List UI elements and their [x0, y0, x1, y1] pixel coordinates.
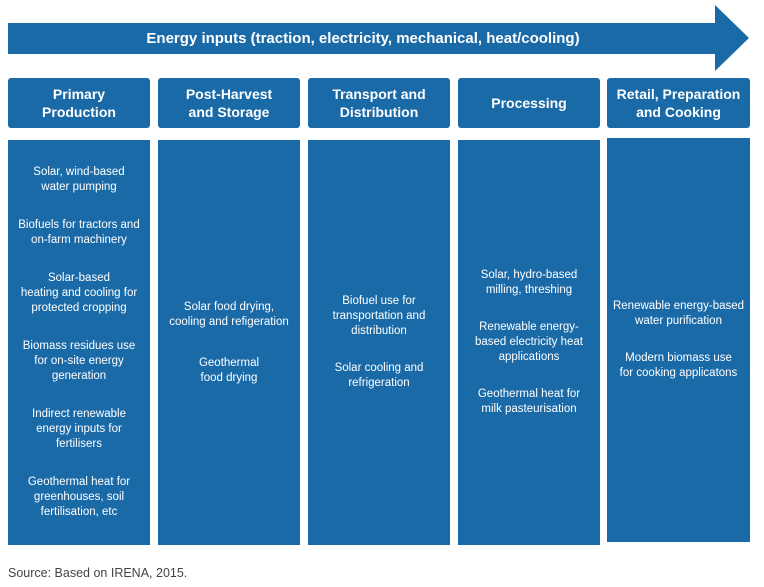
stage-body-post-harvest: Solar food drying, cooling and refigerat… [158, 140, 300, 545]
stage-header-processing: Processing [458, 78, 600, 128]
stage-item: Biomass residues use for on-site energy … [22, 340, 136, 382]
stage-item: Solar-based heating and cooling for prot… [20, 272, 138, 314]
stage-item: Biofuel use for transportation and distr… [332, 295, 426, 337]
stage-body-primary-production: Solar, wind-based water pumping Biofuels… [8, 140, 150, 545]
energy-inputs-arrow: Energy inputs (traction, electricity, me… [8, 5, 749, 72]
stage-body-processing: Solar, hydro-based milling, threshing Re… [458, 140, 600, 545]
stage-item: Renewable energy-based water purificatio… [612, 300, 745, 327]
stage-body-retail: Renewable energy-based water purificatio… [607, 138, 750, 542]
stage-item: Geothermal heat for milk pasteurisation [477, 388, 581, 415]
stage-item: Solar cooling and refrigeration [334, 362, 424, 389]
arrow-shape [8, 5, 749, 71]
stage-item: Solar food drying, cooling and refigerat… [169, 300, 289, 328]
source-note: Source: Based on IRENA, 2015. [8, 566, 188, 580]
stage-item: Solar, wind-based water pumping [33, 166, 125, 193]
stage-header-primary-production: Primary Production [8, 78, 150, 128]
stage-item: Geothermal heat for greenhouses, soil fe… [27, 476, 131, 518]
stage-item: Modern biomass use for cooking applicato… [619, 352, 738, 379]
stage-header-retail: Retail, Preparation and Cooking [607, 78, 750, 128]
arrow-label: Energy inputs (traction, electricity, me… [146, 30, 580, 47]
stage-item: Geothermal food drying [198, 356, 260, 384]
stage-body-transport: Biofuel use for transportation and distr… [308, 140, 450, 545]
stage-header-post-harvest: Post-Harvest and Storage [158, 78, 300, 128]
stage-item: Renewable energy- based electricity heat… [474, 321, 584, 363]
stage-item: Biofuels for tractors and on-farm machin… [18, 219, 140, 246]
stage-item: Indirect renewable energy inputs for fer… [32, 408, 126, 450]
stage-item: Solar, hydro-based milling, threshing [480, 269, 578, 296]
stage-header-transport: Transport and Distribution [308, 78, 450, 128]
